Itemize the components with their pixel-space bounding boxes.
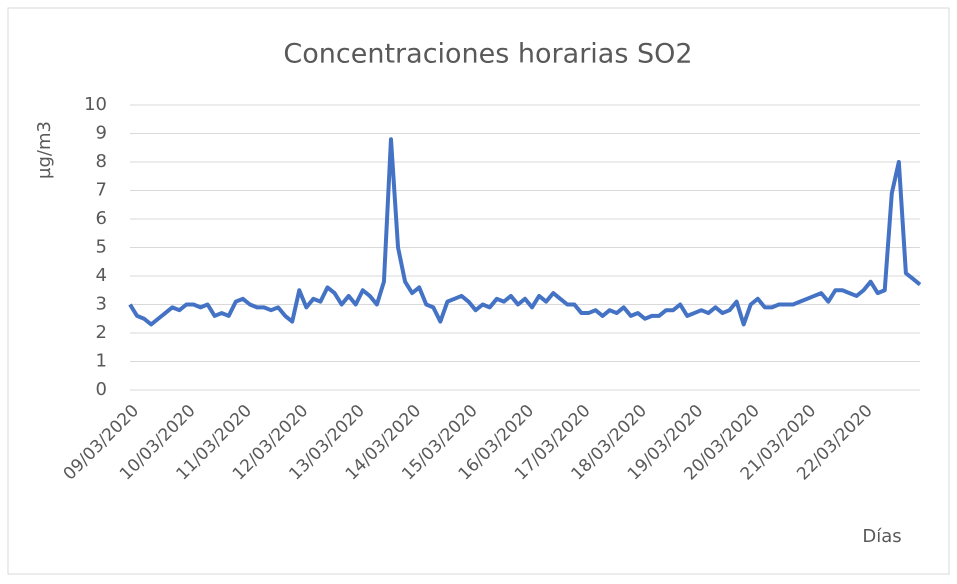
y-tick-label: 4 bbox=[96, 265, 107, 286]
chart-frame bbox=[7, 7, 950, 575]
data-line bbox=[128, 137, 922, 327]
y-tick-label: 7 bbox=[96, 180, 107, 201]
y-axis-label: µg/m3 bbox=[34, 121, 55, 179]
y-tick-label: 9 bbox=[96, 123, 107, 144]
x-axis-label: Días bbox=[862, 526, 901, 547]
y-tick-label: 5 bbox=[96, 237, 107, 258]
chart-title: Concentraciones horarias SO2 bbox=[283, 39, 692, 70]
y-tick-label: 10 bbox=[84, 94, 107, 115]
y-tick-label: 0 bbox=[96, 379, 107, 400]
y-tick-label: 6 bbox=[96, 208, 107, 229]
y-tick-label: 8 bbox=[96, 151, 107, 172]
y-tick-label: 1 bbox=[96, 351, 107, 372]
y-tick-label: 3 bbox=[96, 294, 107, 315]
y-tick-label: 2 bbox=[96, 322, 107, 343]
